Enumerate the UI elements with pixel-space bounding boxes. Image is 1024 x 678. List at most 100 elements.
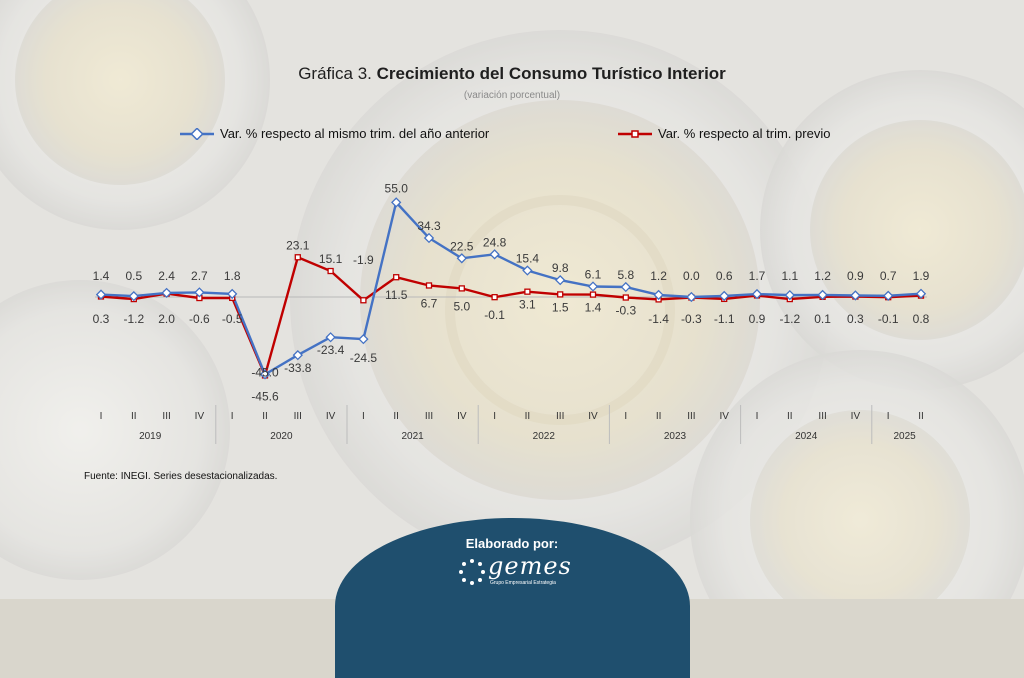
data-label-quarterly: -0.3 — [615, 304, 636, 318]
x-tick-label: IV — [719, 411, 729, 422]
data-point-annual — [587, 281, 599, 292]
data-label-annual: 15.4 — [516, 252, 540, 266]
x-year-label: 2021 — [401, 431, 424, 442]
data-label-quarterly: -1.1 — [714, 312, 735, 326]
chart-title: Gráfica 3. Crecimiento del Consumo Turís… — [0, 64, 1024, 84]
data-label-annual: 2.7 — [191, 269, 208, 283]
data-point-annual — [850, 290, 861, 301]
x-tick-label: IV — [326, 411, 336, 422]
data-point-annual — [522, 265, 533, 276]
chart-title-prefix: Gráfica 3. — [298, 64, 372, 83]
x-tick-label: I — [756, 411, 759, 422]
x-tick-label: I — [493, 411, 496, 422]
legend-line-diamond-icon — [180, 127, 214, 140]
data-label-quarterly: -45.6 — [251, 389, 279, 403]
x-year-label: 2022 — [533, 431, 556, 442]
data-point-quarterly — [360, 297, 367, 304]
x-tick-label: I — [887, 411, 890, 422]
data-point-annual — [784, 289, 795, 301]
data-point-annual — [259, 369, 271, 380]
data-label-quarterly: 6.7 — [421, 296, 438, 310]
x-tick-label: IV — [588, 411, 598, 422]
legend-item-quarterly: Var. % respecto al trim. previo — [618, 126, 830, 141]
data-label-quarterly: -0.6 — [189, 312, 210, 326]
data-point-quarterly — [393, 274, 400, 281]
data-label-quarterly: -0.1 — [484, 308, 505, 322]
chart-title-main: Crecimiento del Consumo Turístico Interi… — [376, 64, 726, 83]
data-label-annual: 22.5 — [450, 239, 474, 253]
data-point-annual — [915, 288, 927, 299]
x-tick-label: III — [556, 411, 564, 422]
x-tick-label: I — [362, 411, 365, 422]
data-label-quarterly: -1.2 — [779, 312, 800, 326]
x-tick-label: II — [525, 411, 531, 422]
data-label-annual: 0.9 — [847, 269, 864, 283]
data-point-annual — [489, 249, 500, 260]
data-point-annual — [358, 333, 369, 345]
data-point-annual — [686, 291, 697, 303]
data-label-annual: 1.4 — [93, 269, 110, 283]
data-label-annual: -23.4 — [317, 343, 345, 357]
data-label-annual: 1.2 — [650, 269, 667, 283]
logo-dots-icon — [459, 559, 485, 585]
data-point-annual — [456, 253, 467, 264]
data-label-annual: 55.0 — [385, 181, 409, 195]
data-point-quarterly — [294, 254, 301, 261]
x-year-label: 2023 — [664, 431, 687, 442]
data-label-quarterly: 0.1 — [814, 312, 831, 326]
data-point-annual — [423, 232, 435, 244]
data-point-annual — [751, 288, 763, 300]
x-year-label: 2024 — [795, 431, 818, 442]
data-point-annual — [95, 289, 107, 300]
data-label-quarterly: 1.4 — [585, 301, 602, 315]
x-tick-label: III — [687, 411, 695, 422]
line-chart: 1.4 0.3 0.5 -1.2 2.4 2.0 2.7 -0.6 1.8 -0.5 -45.0 -4… — [93, 181, 930, 444]
data-label-annual: 34.3 — [417, 219, 441, 233]
series-line-quarterly — [100, 255, 922, 380]
data-label-quarterly: 5.0 — [453, 299, 470, 313]
x-tick-label: II — [787, 411, 793, 422]
x-tick-label: II — [131, 411, 137, 422]
data-label-annual: 2.4 — [158, 269, 175, 283]
data-label-annual: 1.1 — [781, 269, 798, 283]
data-label-quarterly: 15.1 — [319, 252, 343, 266]
x-tick-label: IV — [851, 411, 861, 422]
data-point-quarterly — [524, 288, 531, 295]
data-label-annual: 0.7 — [880, 269, 897, 283]
x-tick-label: III — [818, 411, 826, 422]
data-point-quarterly — [327, 267, 334, 275]
data-label-quarterly: 0.3 — [93, 312, 110, 326]
data-label-annual: 1.8 — [224, 269, 241, 283]
legend-line-square-icon — [618, 129, 652, 138]
data-label-annual: 9.8 — [552, 261, 569, 275]
data-point-annual — [555, 274, 566, 286]
legend-label-annual: Var. % respecto al mismo trim. del año a… — [220, 126, 490, 141]
x-tick-label: IV — [457, 411, 467, 422]
data-label-annual: 0.6 — [716, 269, 733, 283]
source-note: Fuente: INEGI. Series desestacionalizada… — [84, 471, 278, 482]
x-year-label: 2025 — [893, 431, 916, 442]
data-label-quarterly: 11.5 — [385, 288, 408, 302]
data-label-annual: -33.8 — [284, 361, 312, 375]
x-year-label: 2019 — [139, 431, 162, 442]
data-point-annual — [325, 332, 336, 343]
data-label-quarterly: 23.1 — [286, 238, 310, 252]
data-point-annual — [194, 287, 205, 298]
data-point-quarterly — [589, 291, 597, 298]
series-line-annual — [100, 199, 922, 377]
gemes-logo: gemes Grupo Empresarial Estrategia — [458, 552, 571, 592]
data-label-annual: 1.2 — [814, 269, 831, 283]
data-point-annual — [883, 290, 894, 301]
x-tick-label: II — [393, 411, 399, 422]
data-label-quarterly: 0.3 — [847, 312, 864, 326]
data-label-annual: -24.5 — [350, 351, 378, 365]
data-label-quarterly: 3.1 — [519, 298, 536, 312]
x-tick-label: I — [231, 411, 234, 422]
x-tick-label: II — [656, 411, 662, 422]
data-label-quarterly: -0.5 — [222, 312, 243, 326]
data-label-quarterly: -1.9 — [353, 253, 374, 267]
logo-text: gemes — [488, 552, 572, 580]
x-tick-label: III — [425, 411, 433, 422]
x-tick-label: II — [262, 411, 268, 422]
legend-label-quarterly: Var. % respecto al trim. previo — [658, 126, 831, 141]
